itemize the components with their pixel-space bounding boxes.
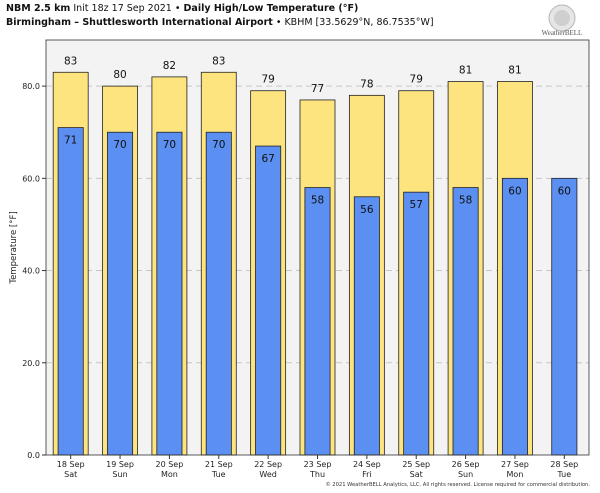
low-value-label: 70: [163, 139, 176, 151]
high-value-label: 79: [410, 74, 423, 86]
x-tick-day: Mon: [507, 470, 524, 479]
low-bar: [57, 127, 84, 456]
x-tick-date: 25 Sep: [402, 460, 430, 469]
x-tick-day: Sun: [458, 470, 473, 479]
x-tick-day: Mon: [161, 470, 178, 479]
station-id: • KBHM [33.5629°N, 86.7535°W]: [275, 17, 434, 28]
low-value-label: 56: [360, 204, 374, 216]
x-tick-date: 23 Sep: [304, 460, 332, 469]
low-value-label: 58: [459, 195, 472, 207]
low-bar: [304, 187, 331, 456]
high-value-label: 80: [113, 69, 126, 81]
low-bar: [403, 191, 430, 456]
low-bar: [452, 187, 479, 456]
x-tick-date: 21 Sep: [205, 460, 233, 469]
low-bar: [501, 177, 528, 456]
x-tick-day: Sun: [112, 470, 127, 479]
low-value-label: 60: [508, 185, 521, 197]
y-tick-label: 20.0: [22, 359, 40, 368]
chart-title-line: NBM 2.5 km Init 18z 17 Sep 2021 • Daily …: [6, 3, 358, 14]
low-value-label: 70: [113, 139, 126, 151]
high-value-label: 78: [360, 78, 373, 90]
x-tick-date: 26 Sep: [452, 460, 480, 469]
model-name: NBM 2.5 km: [6, 3, 71, 14]
low-bar: [551, 177, 578, 456]
logo-text: WeatherBELL: [542, 29, 583, 37]
y-tick-label: 0.0: [27, 451, 40, 460]
x-tick-day: Wed: [259, 470, 276, 479]
x-tick-date: 19 Sep: [106, 460, 134, 469]
low-bar: [255, 145, 282, 456]
low-bar: [353, 196, 380, 456]
low-value-label: 71: [64, 135, 77, 147]
x-tick-day: Tue: [556, 470, 571, 479]
low-value-label: 58: [311, 195, 324, 207]
x-tick-date: 28 Sep: [550, 460, 578, 469]
high-value-label: 83: [64, 55, 77, 67]
low-bar: [107, 131, 134, 456]
low-value-label: 60: [558, 185, 571, 197]
low-bar: [156, 131, 183, 456]
low-bar: [205, 131, 232, 456]
high-value-label: 77: [311, 83, 324, 95]
high-value-label: 82: [163, 60, 176, 72]
weatherbell-logo: WeatherBELL: [542, 4, 583, 37]
y-tick-label: 80.0: [22, 82, 40, 91]
x-tick-day: Fri: [362, 470, 372, 479]
init-time: Init 18z 17 Sep 2021: [73, 3, 172, 14]
high-value-label: 83: [212, 55, 225, 67]
y-tick-label: 40.0: [22, 267, 40, 276]
high-value-label: 81: [459, 65, 472, 77]
high-value-label: 81: [508, 65, 521, 77]
x-tick-day: Sat: [64, 470, 77, 479]
plot-frame: [45, 39, 590, 456]
high-value-label: 79: [261, 74, 274, 86]
chart-title: Daily High/Low Temperature (°F): [183, 3, 359, 14]
low-value-label: 70: [212, 139, 225, 151]
y-axis-label: Temperature [°F]: [9, 211, 19, 284]
low-value-label: 57: [410, 199, 423, 211]
x-tick-date: 22 Sep: [254, 460, 282, 469]
x-tick-day: Tue: [211, 470, 226, 479]
x-tick-date: 27 Sep: [501, 460, 529, 469]
x-tick-date: 20 Sep: [156, 460, 184, 469]
x-tick-date: 24 Sep: [353, 460, 381, 469]
low-value-label: 67: [261, 153, 274, 165]
station-name: Birmingham – Shuttlesworth International…: [6, 17, 273, 28]
x-tick-date: 18 Sep: [57, 460, 85, 469]
title-separator: •: [174, 3, 181, 14]
footer-copyright: © 2021 WeatherBELL Analytics, LLC. All r…: [325, 482, 590, 488]
x-tick-day: Sat: [410, 470, 423, 479]
station-line: Birmingham – Shuttlesworth International…: [6, 17, 434, 28]
y-tick-label: 60.0: [22, 174, 40, 183]
x-tick-day: Thu: [309, 470, 325, 479]
